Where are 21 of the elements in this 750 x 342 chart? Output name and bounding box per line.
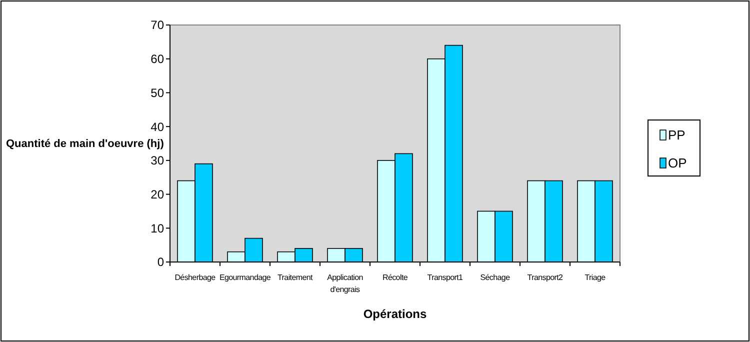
x-tick-label: Récolte (382, 273, 408, 282)
x-tick-label: Triage (584, 273, 606, 282)
y-tick-label: 20 (150, 187, 164, 202)
y-tick-label: 30 (150, 154, 164, 168)
legend-label: PP (668, 128, 686, 143)
y-tick-label: 40 (150, 120, 164, 134)
y-tick-label: 50 (150, 86, 164, 100)
y-axis-title: Quantité de main d'oeuvre (hj) (6, 138, 164, 150)
x-tick-label: Transport1 (427, 273, 464, 282)
x-tick-label: Egourmandage (219, 273, 272, 282)
x-tick-label: Application d'engrais (327, 273, 363, 294)
y-tick-label: 70 (150, 18, 164, 32)
y-tick-label: 10 (150, 221, 164, 236)
x-tick-label: Traitement (278, 273, 314, 282)
x-axis-title: Opérations (363, 307, 427, 321)
y-tick-label: 60 (150, 52, 164, 66)
x-tick-label: Séchage (480, 273, 511, 282)
legend-label: OP (668, 156, 687, 171)
x-tick-label: Transport2 (527, 273, 564, 282)
y-tick-label: 0 (157, 255, 164, 270)
x-tick-label: Désherbage (174, 273, 216, 282)
